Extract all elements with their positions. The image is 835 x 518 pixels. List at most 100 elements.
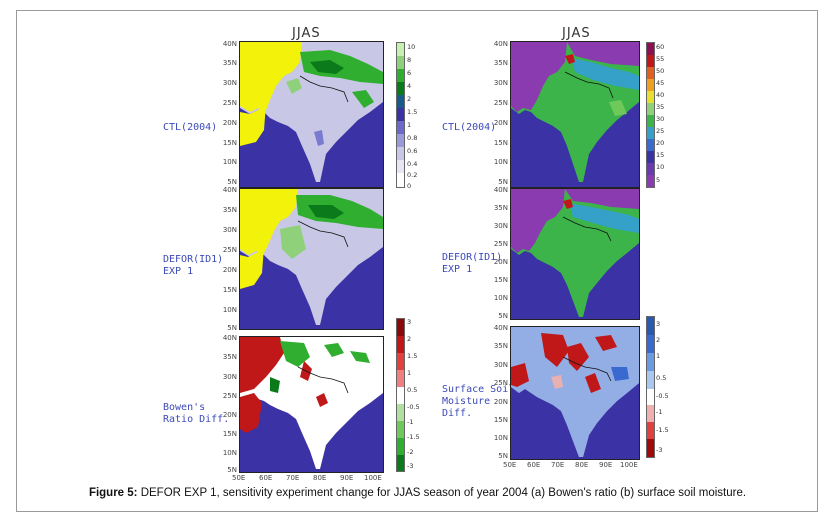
lat-tick: 15N	[493, 416, 508, 424]
lat-tick: 20N	[493, 258, 508, 266]
lat-tick: 40N	[493, 186, 508, 194]
colorbar-label: -3	[407, 462, 414, 470]
lat-tick: 20N	[493, 119, 508, 127]
colorbar-label: 1.5	[407, 108, 418, 116]
lon-tick: 70E	[286, 474, 300, 482]
lat-tick: 5N	[227, 178, 237, 186]
lat-tick: 5N	[498, 178, 508, 186]
lat-tick: 5N	[498, 312, 508, 320]
colorbar-label: 6	[407, 69, 412, 77]
lat-tick: 15N	[493, 276, 508, 284]
lat-tick: 10N	[493, 158, 508, 166]
bowen-ratio-ctl-map	[239, 41, 384, 188]
colorbar-label: -0.5	[407, 403, 420, 411]
figure-caption: Figure 5: DEFOR EXP 1, sensitivity exper…	[0, 487, 835, 499]
lon-tick: 90E	[340, 474, 354, 482]
lat-tick: 20N	[222, 266, 237, 274]
lon-tick: 60E	[259, 474, 273, 482]
lon-tick: 60E	[527, 461, 541, 469]
lat-tick: 35N	[493, 342, 508, 350]
figure-caption-text: DEFOR EXP 1, sensitivity experiment chan…	[137, 487, 747, 499]
colorbar-label: -2	[407, 448, 414, 456]
colorbar-label: 50	[656, 67, 665, 75]
lat-tick: 35N	[222, 59, 237, 67]
bowen-ratio-defor-map	[239, 188, 384, 330]
lat-tick: 10N	[222, 158, 237, 166]
lon-tick: 80E	[575, 461, 589, 469]
colorbar-label: 1	[407, 369, 412, 377]
colorbar-label: 25	[656, 127, 665, 135]
colorbar-label: -1.5	[407, 433, 420, 441]
lat-tick: 30N	[493, 79, 508, 87]
lat-tick: 25N	[493, 379, 508, 387]
figure-caption-number: Figure 5:	[88, 487, 138, 499]
colorbar-label: 60	[656, 43, 665, 51]
colorbar-label: -1	[656, 408, 663, 416]
soil-moisture-diff-map	[510, 326, 640, 460]
lat-tick: 15N	[222, 430, 237, 438]
colorbar-label: 55	[656, 55, 665, 63]
colorbar-label: 0.8	[407, 134, 418, 142]
bowen-ratio-diff-map	[239, 336, 384, 473]
lat-tick: 30N	[222, 373, 237, 381]
soil-diff-colorbar	[646, 316, 655, 458]
right-column-title: JJAS	[562, 26, 591, 41]
left-panel-c-label: Bowen's Ratio Diff.	[163, 402, 230, 425]
figure-frame	[16, 10, 818, 512]
lat-tick: 25N	[222, 392, 237, 400]
colorbar-label: 2	[407, 335, 412, 343]
lat-tick: 10N	[222, 306, 237, 314]
lat-tick: 40N	[222, 334, 237, 342]
soil-moisture-ctl-map	[510, 41, 640, 188]
lat-tick: 30N	[493, 361, 508, 369]
colorbar-label: 3	[407, 318, 412, 326]
colorbar-label: 35	[656, 103, 665, 111]
lat-tick: 15N	[222, 286, 237, 294]
lat-tick: 30N	[222, 79, 237, 87]
lon-tick: 50E	[232, 474, 246, 482]
lat-tick: 5N	[498, 452, 508, 460]
colorbar-label: 1	[407, 121, 412, 129]
colorbar-label: 4	[407, 82, 412, 90]
lon-tick: 80E	[313, 474, 327, 482]
colorbar-label: 3	[656, 320, 661, 328]
lat-tick: 25N	[493, 240, 508, 248]
lat-tick: 35N	[222, 206, 237, 214]
colorbar-label: 0	[407, 182, 412, 190]
right-panel-b-label: DEFOR(ID1) EXP 1	[442, 252, 503, 275]
colorbar-label: 1.5	[407, 352, 418, 360]
lat-tick: 25N	[493, 99, 508, 107]
colorbar-label: 10	[407, 43, 416, 51]
colorbar-label: -1.5	[656, 426, 669, 434]
lon-tick: 90E	[599, 461, 613, 469]
colorbar-label: 8	[407, 56, 412, 64]
colorbar-label: 15	[656, 151, 665, 159]
lat-tick: 25N	[222, 99, 237, 107]
left-panel-b-label: DEFOR(ID1) EXP 1	[163, 254, 224, 277]
lon-tick: 70E	[551, 461, 565, 469]
lat-tick: 40N	[493, 324, 508, 332]
lat-tick: 15N	[493, 139, 508, 147]
colorbar-label: -3	[656, 446, 663, 454]
lat-tick: 20N	[222, 119, 237, 127]
lat-tick: 40N	[222, 186, 237, 194]
left-panel-a-label: CTL(2004)	[163, 122, 218, 133]
right-panel-a-label: CTL(2004)	[442, 122, 497, 133]
colorbar-label: 2	[407, 95, 412, 103]
right-panel-c-label: Surface Soil Moisture Diff.	[442, 384, 515, 419]
colorbar-label: 0.5	[656, 374, 667, 382]
colorbar-label: -0.5	[656, 392, 669, 400]
soil-moisture-colorbar	[646, 42, 655, 188]
lat-tick: 10N	[222, 449, 237, 457]
colorbar-label: 0.4	[407, 160, 418, 168]
lon-tick: 100E	[364, 474, 382, 482]
lat-tick: 30N	[493, 222, 508, 230]
colorbar-label: 45	[656, 79, 665, 87]
lat-tick: 35N	[222, 353, 237, 361]
colorbar-label: 0.5	[407, 386, 418, 394]
lat-tick: 20N	[222, 411, 237, 419]
colorbar-label: 5	[656, 176, 661, 184]
lat-tick: 30N	[222, 226, 237, 234]
colorbar-label: 10	[656, 163, 665, 171]
lat-tick: 35N	[493, 59, 508, 67]
